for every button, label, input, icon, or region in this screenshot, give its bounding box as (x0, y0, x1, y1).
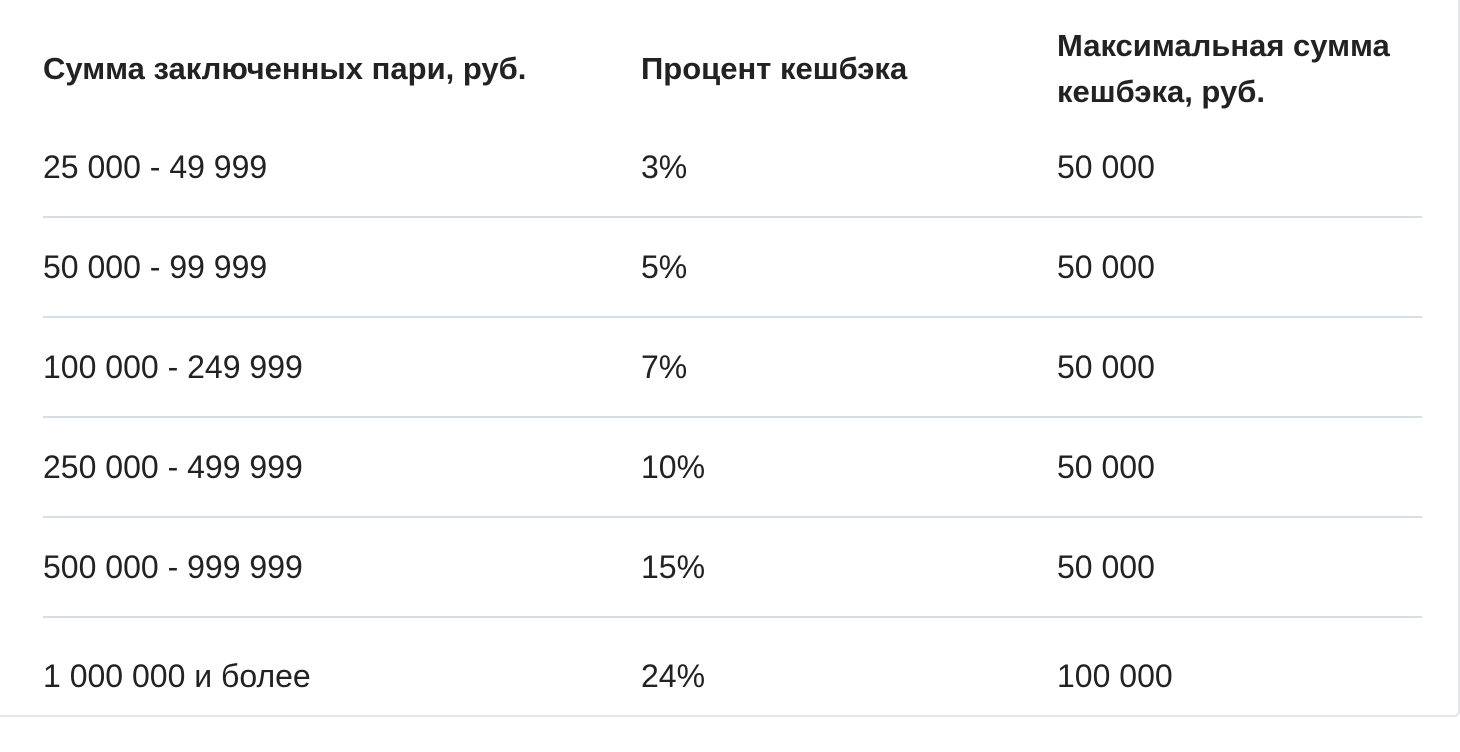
header-bet-amount: Сумма заключенных пари, руб. (43, 51, 527, 86)
cell-max-cashback: 50 000 (1057, 417, 1422, 518)
cell-cashback-percent: 7% (641, 317, 1057, 418)
header-cashback-percent: Процент кешбэка (641, 51, 908, 86)
cell-bet-amount: 250 000 - 499 999 (43, 417, 641, 518)
cell-cashback-percent: 5% (641, 217, 1057, 318)
cashback-table-card: Сумма заключенных пари, руб. Процент кеш… (0, 0, 1460, 717)
header-max-cashback: Максимальная сумма кешбэка, руб. (1057, 20, 1422, 118)
table-body: 25 000 - 49 999 3% 50 000 50 000 - 99 99… (43, 118, 1422, 752)
cell-cashback-percent: 10% (641, 417, 1057, 518)
table-row: 50 000 - 99 999 5% 50 000 (43, 217, 1422, 318)
header-max-cashback-label: Максимальная сумма кешбэка, руб. (1057, 28, 1390, 109)
cell-cashback-percent: 3% (641, 118, 1057, 218)
header-row: Сумма заключенных пари, руб. Процент кеш… (43, 20, 1422, 118)
cell-bet-amount: 25 000 - 49 999 (43, 118, 641, 218)
cell-bet-amount: 100 000 - 249 999 (43, 317, 641, 418)
cell-bet-amount: 500 000 - 999 999 (43, 517, 641, 618)
cell-max-cashback: 50 000 (1057, 217, 1422, 318)
table-header: Сумма заключенных пари, руб. Процент кеш… (43, 20, 1422, 118)
table-row: 250 000 - 499 999 10% 50 000 (43, 417, 1422, 518)
table-row: 1 000 000 и более 24% 100 000 (43, 617, 1422, 752)
cashback-table: Сумма заключенных пари, руб. Процент кеш… (43, 20, 1422, 752)
cell-cashback-percent: 24% (641, 657, 706, 694)
cell-max-cashback: 50 000 (1057, 118, 1422, 218)
table-row: 100 000 - 249 999 7% 50 000 (43, 317, 1422, 418)
table-row: 500 000 - 999 999 15% 50 000 (43, 517, 1422, 618)
cell-max-cashback: 100 000 (1057, 657, 1173, 694)
table-row: 25 000 - 49 999 3% 50 000 (43, 118, 1422, 218)
cell-cashback-percent: 15% (641, 517, 1057, 618)
cell-bet-amount: 1 000 000 и более (43, 657, 311, 694)
cell-bet-amount: 50 000 - 99 999 (43, 217, 641, 318)
cell-max-cashback: 50 000 (1057, 317, 1422, 418)
cell-max-cashback: 50 000 (1057, 517, 1422, 618)
